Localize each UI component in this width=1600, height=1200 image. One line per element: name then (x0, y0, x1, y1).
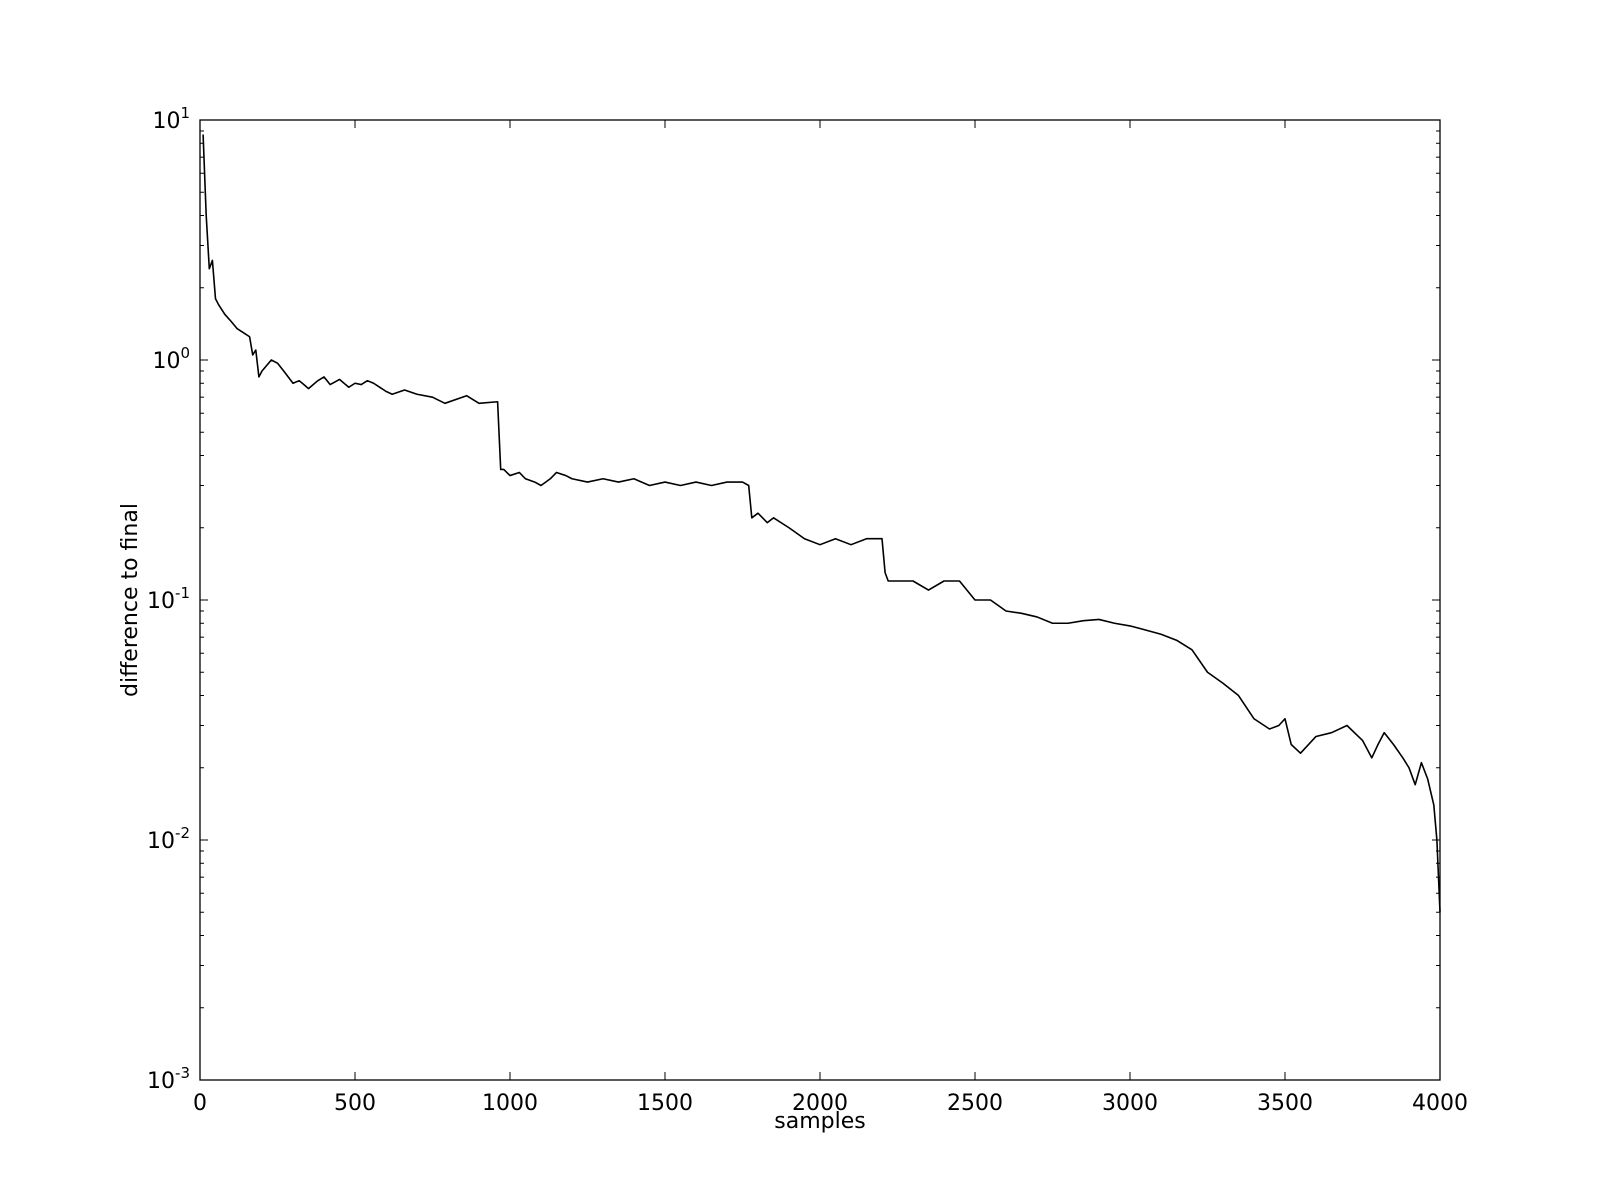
tick-labels: 0 500 1000 1500 2000 2500 3000 3500 4000 10-3 10-2… (147, 104, 1468, 1116)
x-tick-label: 3500 (1257, 1091, 1313, 1116)
x-tick-label: 500 (334, 1091, 376, 1116)
y-tick-label: 10-1 (147, 584, 190, 614)
series-line (202, 134, 1441, 913)
x-tick-label: 2500 (947, 1091, 1003, 1116)
y-tick-label: 100 (152, 344, 190, 374)
y-tick-label: 101 (152, 104, 190, 134)
x-tick-label: 3000 (1102, 1091, 1158, 1116)
y-axis-label: difference to final (118, 503, 143, 697)
x-tick-label: 4000 (1412, 1091, 1468, 1116)
y-tick-label: 10-2 (147, 824, 190, 854)
tick-marks (199, 119, 1441, 1081)
y-tick-label: 10-3 (147, 1064, 190, 1094)
plot-background (200, 120, 1440, 1080)
x-tick-label: 1000 (482, 1091, 538, 1116)
plot-frame (199, 119, 1441, 1081)
x-tick-label: 1500 (637, 1091, 693, 1116)
x-tick-label: 0 (193, 1091, 207, 1116)
x-tick-label: 2000 (792, 1091, 848, 1116)
x-axis-label: samples (774, 1109, 865, 1134)
